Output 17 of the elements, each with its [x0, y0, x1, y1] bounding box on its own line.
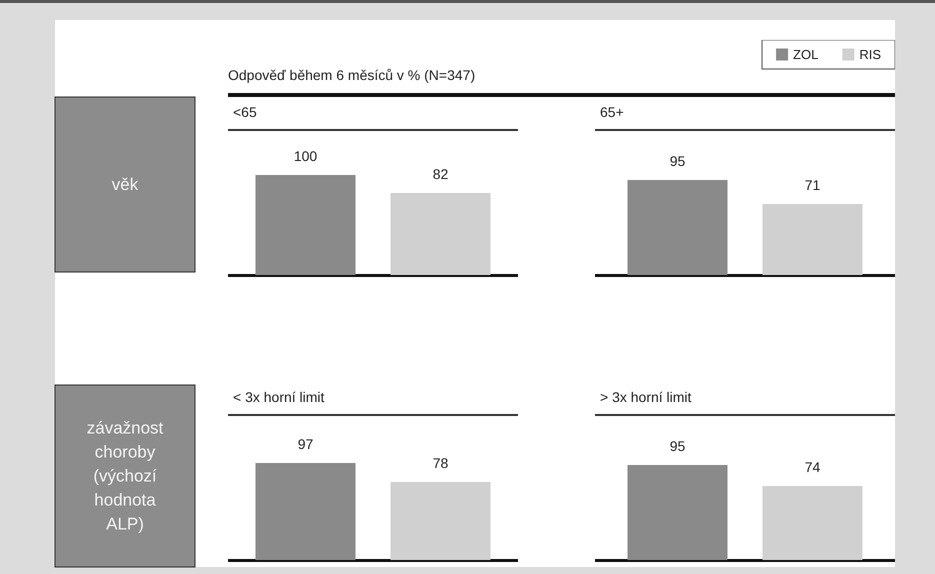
data-label: 71: [804, 177, 820, 193]
text: Odpověď během 6 měsíců v % (N=347): [228, 67, 476, 83]
legend-label: ZOL: [793, 47, 818, 62]
chart-title: > 3x horní limit: [600, 389, 692, 405]
data-label: 95: [670, 153, 686, 169]
text: věk: [112, 175, 139, 194]
data-label: 97: [298, 436, 314, 452]
data-label: 74: [804, 459, 820, 475]
data-label: 78: [432, 455, 448, 471]
data-label: 95: [670, 438, 686, 454]
legend-label: RIS: [859, 47, 882, 62]
chart-title: <65: [233, 104, 257, 120]
chart-title: < 3x horní limit: [233, 389, 325, 405]
text: závažnost choroby (výchozí hodnota ALP): [86, 418, 164, 534]
data-label: 100: [294, 148, 318, 164]
data-label: 82: [432, 166, 448, 182]
chart-title: 65+: [600, 104, 624, 120]
